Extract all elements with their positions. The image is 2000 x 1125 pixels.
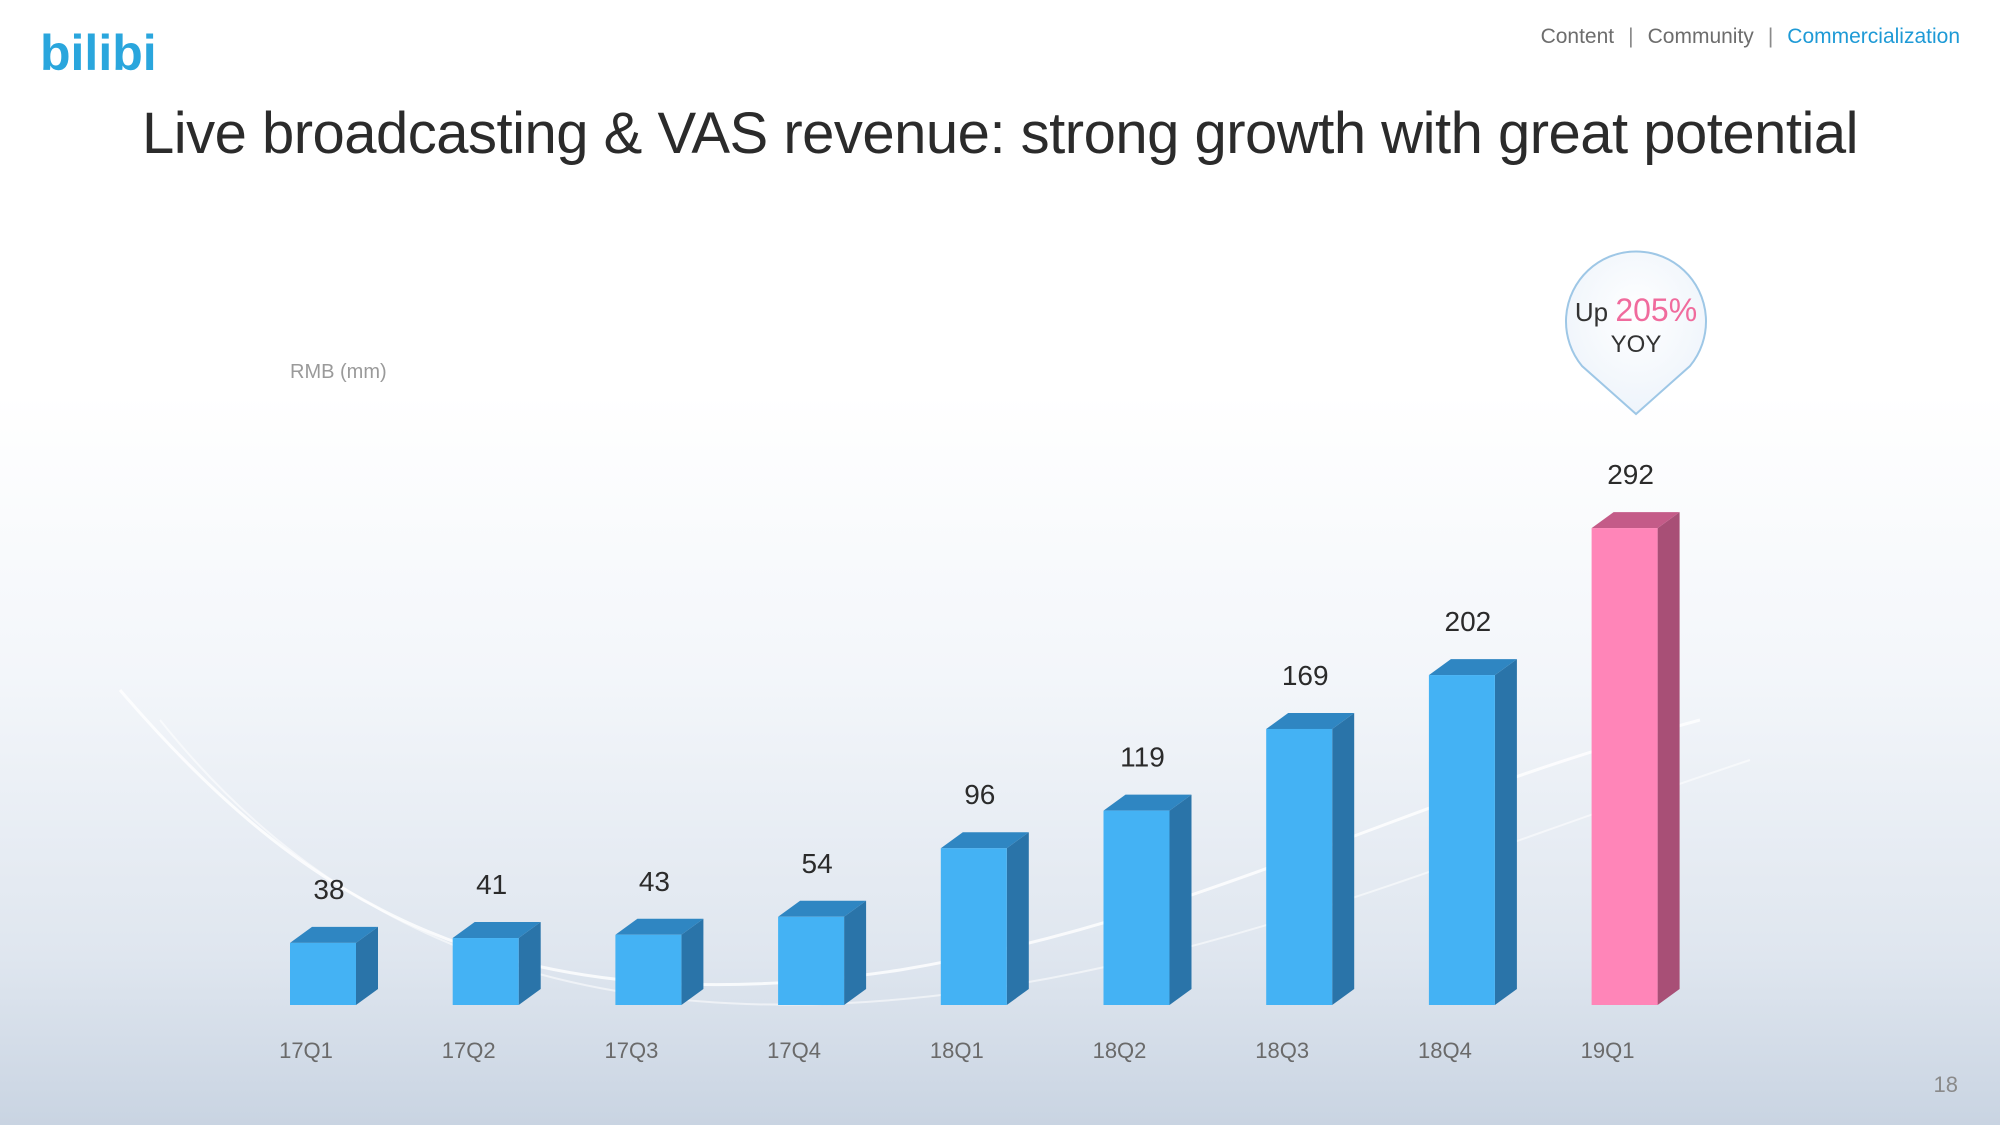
logo-wordmark: bilibili — [40, 25, 160, 81]
bar-17Q3 — [615, 934, 682, 1005]
bar-18Q3 — [1266, 728, 1333, 1005]
bar-top-18Q3 — [1266, 712, 1355, 729]
bar-18Q2 — [1103, 810, 1170, 1005]
data-label-18Q2: 119 — [1120, 742, 1165, 773]
bar-side-17Q1 — [356, 926, 378, 1005]
bar-19Q1 — [1591, 528, 1658, 1005]
bar-top-18Q4 — [1428, 659, 1517, 676]
bar-top-17Q2 — [452, 922, 541, 939]
x-tick-label-17Q2: 17Q2 — [442, 1038, 496, 1063]
bar-side-19Q1 — [1657, 512, 1680, 1005]
bar-side-17Q3 — [681, 918, 704, 1005]
callout-growth-value: 205% — [1615, 292, 1698, 328]
bar-17Q2 — [452, 938, 519, 1005]
x-tick-label-17Q4: 17Q4 — [767, 1038, 821, 1063]
data-label-17Q1: 38 — [313, 874, 344, 905]
nav-item-commercialization[interactable]: Commercialization — [1787, 25, 1960, 48]
nav-item-content[interactable]: Content — [1540, 25, 1615, 48]
nav-separator: | — [1628, 25, 1634, 48]
x-tick-label-17Q1: 17Q1 — [279, 1038, 333, 1063]
data-label-17Q4: 54 — [802, 848, 833, 879]
bar-top-19Q1 — [1591, 512, 1680, 529]
bar-top-17Q1 — [290, 926, 378, 943]
section-nav: Content | Community | Commercialization — [1541, 25, 1960, 49]
page-number: 18 — [1933, 1072, 1958, 1097]
bar-side-18Q4 — [1494, 659, 1517, 1005]
bar-top-17Q4 — [778, 900, 867, 917]
bar-17Q4 — [778, 916, 845, 1005]
bar-side-18Q2 — [1169, 794, 1192, 1005]
x-tick-label-19Q1: 19Q1 — [1581, 1038, 1635, 1063]
bar-side-17Q2 — [518, 922, 541, 1005]
bar-top-18Q2 — [1103, 794, 1192, 811]
callout-suffix: YOY — [1610, 331, 1662, 358]
nav-item-community[interactable]: Community — [1647, 25, 1754, 48]
data-label-17Q2: 41 — [476, 869, 507, 900]
bar-17Q1 — [290, 942, 356, 1005]
yoy-callout-bubble — [1565, 250, 1707, 416]
bar-18Q1 — [940, 848, 1007, 1005]
nav-separator: | — [1767, 25, 1774, 48]
x-tick-label-18Q1: 18Q1 — [930, 1038, 984, 1063]
bar-side-18Q3 — [1332, 712, 1355, 1005]
bilibili-logo: bilibili — [40, 25, 160, 81]
bar-side-17Q4 — [844, 900, 867, 1005]
x-tick-label-18Q4: 18Q4 — [1418, 1038, 1472, 1063]
yoy-callout-text: Up 205% YOY — [1562, 292, 1710, 359]
data-label-19Q1: 292 — [1607, 459, 1654, 490]
bar-side-18Q1 — [1006, 832, 1029, 1005]
callout-prefix: Up — [1574, 297, 1609, 327]
bar-top-18Q1 — [940, 832, 1029, 849]
data-label-18Q3: 169 — [1282, 660, 1329, 691]
y-axis-unit-label: RMB (mm) — [290, 361, 387, 383]
data-label-18Q1: 96 — [964, 779, 995, 810]
x-tick-label-18Q2: 18Q2 — [1093, 1038, 1147, 1063]
data-label-17Q3: 43 — [639, 866, 670, 897]
x-tick-label-18Q3: 18Q3 — [1255, 1038, 1309, 1063]
bar-18Q4 — [1428, 675, 1495, 1005]
x-tick-label-17Q3: 17Q3 — [604, 1038, 658, 1063]
data-label-18Q4: 202 — [1445, 606, 1492, 637]
bar-top-17Q3 — [615, 918, 704, 935]
page-title: Live broadcasting & VAS revenue: strong … — [141, 101, 1859, 166]
